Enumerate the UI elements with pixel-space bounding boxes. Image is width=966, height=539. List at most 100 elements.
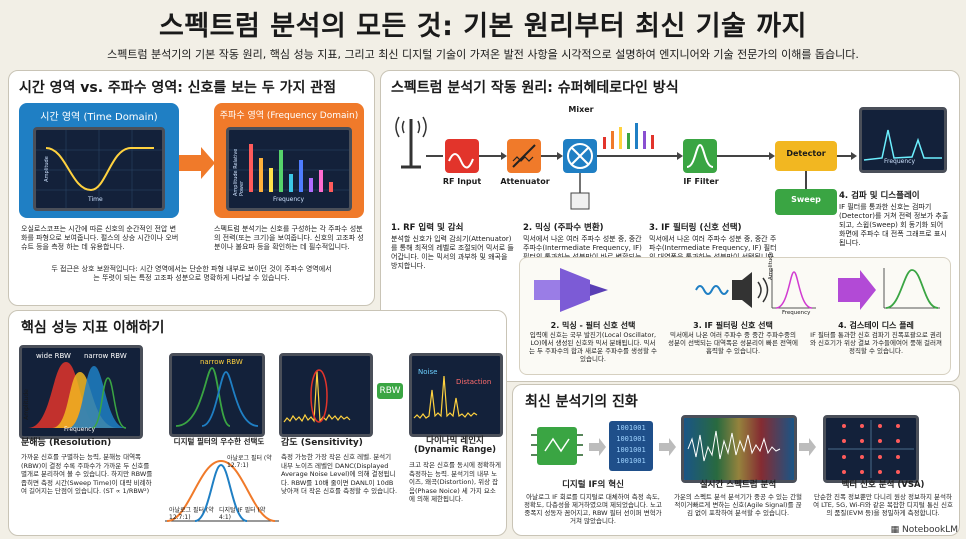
resolution-axis-y: Amplitude [22,389,30,420]
domain-panel: 시간 영역 vs. 주파수 영역: 신호를 보는 두 가지 관점 시간 영역 (… [8,70,375,306]
filter-digital-label: 디지털 IF 필터 (약 4:1) [219,507,266,521]
domain-bottom-desc: 두 접근은 상호 보완적입니다: 시간 영역에서는 단순한 파형 내부로 보이던… [51,265,332,282]
step-4-title: 4. 검파 및 디스플레이 [839,191,920,201]
freq-domain-card: 주파수 영역 (Frequency Domain) Frequency Ampl… [214,103,364,218]
sub-step-2-title: 2. 믹싱 - 필터 신호 선택 [550,321,636,330]
filter-analog-label: 아날로그 필터 (약 12.7:1) [227,455,272,469]
vsa-screen [823,415,919,483]
time-domain-desc: 오실로스코프는 시간에 따른 신호의 순간적인 전압 변화를 파형으로 보여줍니… [21,225,179,251]
realtime-title: 실시간 스펙트럼 분석 [699,480,777,490]
if-filter-label: IF Filter [683,177,719,186]
analyzer-screen: Frequency Amplitude Relative Power [226,127,352,211]
freq-domain-label: 주파수 영역 (Frequency Domain) [219,111,359,121]
metrics-panel-title: 핵심 성능 지표 이해하기 [21,320,165,336]
filter-curve [165,459,279,522]
evolution-panel: 최신 분석기의 진화 1001001 1001001 1001001 10010… [512,384,960,536]
sub-axis-y: Amplitude [768,251,774,280]
evolution-arrow-icon-3 [799,438,816,456]
display-trace [863,129,942,161]
step-3-title: 3. IF 필터링 (신호 선택) [649,223,742,233]
time-axis-y: Amplitude [43,156,50,182]
realtime-screen [681,415,797,483]
narrow-rbw-label: narrow RBW [84,352,127,360]
oscilloscope-screen: Time Amplitude [33,127,165,211]
sub-step-4: 4. 검스테이 디스 플레 IF 필터를 통과한 신호 검파기 진폭포괄으로 권… [810,320,942,355]
resolution-screen: wide RBW narrow RBW Frequency [19,345,143,439]
sub-step-4-title: 4. 검스테이 디스 플레 [838,321,914,330]
digital-if-title: 디지털 IF의 혁신 [562,480,624,490]
sub-steps-icons [534,268,940,312]
signal-chain [426,123,857,215]
domain-panel-title: 시간 영역 vs. 주파수 영역: 신호를 보는 두 가지 관점 [19,80,336,96]
dynamic-desc: 크고 작은 신호를 동시에 정확하게 측정하는 능력. 분석기의 내부 노이즈,… [409,461,501,503]
realtime-desc: 가운의 스펙트 분석 분석기가 중공 수 있는 간헐적이거빠르게 변하는 신호(… [673,493,803,517]
binary-block: 1001001 1001001 1001001 1001001 [609,421,653,471]
resolution-desc: 가까운 신호를 구별하는 능력, 분해능 대역폭(RBW)이 결정 수록 주파수… [21,453,153,495]
sub-step-3-desc: 믹서에서 나온 여러 주파수 중 중간 주파수중의 성분이 선택되는 대역폭은 … [668,331,798,355]
dynamic-screen: Noise Distaction [409,353,503,437]
rf-input-label: RF Input [442,177,482,186]
freq-bars [229,144,349,192]
principle-panel-title: 스펙트럼 분석기 작동 원리: 슈퍼헤테로다인 방식 [391,80,679,96]
page-subtitle: 스펙트럼 분석기의 기본 작동 원리, 핵심 성능 지표, 그리고 최신 디지털… [107,48,859,61]
binary-line-2: 1001001 [616,435,646,443]
evolution-arrow-icon-2 [659,438,676,456]
time-waveform [36,130,162,208]
binary-line-1: 1001001 [616,424,646,432]
step-1: 1. RF 입력 및 감쇠 분석할 신호가 입력 감쇠기(Attenuator)… [391,221,516,271]
step-4: 4. 검파 및 디스플레이 IF 필터를 통과한 신호는 검파기(Detecto… [839,189,951,248]
dynamic-chart [413,375,478,419]
vsa-constellation [828,420,914,478]
digital-if-desc: 아날로그 IF 회로를 디지털로 대체하여 측정 속도, 정확도, 다층성을 제… [524,493,662,525]
binary-line-3: 1001001 [616,446,646,454]
page-title: 스펙트럼 분석의 모든 것: 기본 원리부터 최신 기술 까지 [159,11,807,42]
filter-analog-label-2: 아날로그 필터 (약 12.7:1) [169,507,214,521]
attenuator-label: Attenuator [500,177,550,186]
resolution-title: 분해능 (Resolution) [21,438,112,448]
step-4-desc: IF 필터를 통과한 신호는 검파기(Detector)를 거쳐 전력 정보가 … [839,203,949,247]
mixer-label: Mixer [568,105,594,114]
brand-label: ▦ NotebookLM [891,525,958,535]
resolution-chart [28,362,127,429]
binary-line-4: 1001001 [616,457,646,465]
sensitivity-title: 감도 (Sensitivity) [281,438,363,448]
metrics-panel: 핵심 성능 지표 이해하기 wide RBW narrow RBW Freque… [8,310,507,536]
sweep-label: Sweep [791,195,821,204]
time-domain-card: 시간 영역 (Time Domain) Time Amplitude [19,103,179,218]
sensitivity-desc: 측정 가능한 가장 작은 신호 레벨. 분석기 내부 노이즈 레벨인 DANC(… [281,453,398,495]
freq-domain-desc: 스펙트럼 분석기는 신호를 구성하는 각 주파수 성분의 전력(또는 크기)을 … [214,225,364,251]
time-domain-label: 시간 영역 (Time Domain) [40,112,158,123]
filter-title: 디지털 필터의 우수한 선택도 [173,437,265,446]
sensitivity-chart [283,369,351,423]
freq-axis-x: Frequency [273,196,304,203]
detector-label: Detector [786,149,826,158]
notebook-icon: ▦ [890,525,900,535]
narrow-rbw-chart [175,367,259,427]
resolution-axis-x: Frequency [64,426,95,433]
sub-step-2: 2. 믹싱 - 필터 신호 선택 입력에 신호는 국부 발진기(Local Os… [528,320,658,363]
sensitivity-screen [279,353,373,437]
narrow-rbw-label-2: narrow RBW [200,358,243,366]
sub-step-4-desc: IF 필터를 통과한 신호 검파기 진폭포괄으로 권리와 신호기가 위상 결보 … [810,331,942,355]
wide-rbw-label: wide RBW [36,352,71,360]
time-axis-x: Time [88,196,103,203]
domain-arrow-icon [179,147,215,179]
sub-step-3: 3. IF 필터링 신호 선택 믹서에서 나온 여러 주파수 중 중간 주파수중… [668,320,798,355]
chip-icon [531,427,583,465]
sub-step-3-title: 3. IF 필터링 신호 선택 [693,321,773,330]
display-axis: Frequency [884,158,915,165]
sub-step-2-desc: 입력에 신호는 국부 발진기(Local Oscillator, LO)에서 생… [528,331,658,363]
display-screen: Frequency [859,107,947,173]
distortion-label: Distaction [456,378,492,386]
vsa-desc: 단순한 진폭 정보뿐만 다니리 원상 정보하지 분석하여 LTE, 5G, Wi… [813,493,953,517]
realtime-spectrogram [684,418,794,480]
vsa-title: 벡터 신호 분석 (VSA) [841,480,925,490]
step-1-desc: 분석할 신호가 입력 감쇠기(Attenuator)를 통해 최적의 레벨로 조… [391,235,514,270]
narrow-rbw-screen: narrow RBW [169,353,265,437]
brand-text: NotebookLM [901,525,958,535]
step-1-title: 1. RF 입력 및 감쇠 [391,223,464,233]
sub-steps-panel: Amplitude Frequency 2. 믹싱 - 필터 신호 선택 입력에… [519,252,951,375]
noise-label: Noise [418,368,438,376]
evolution-arrow-icon-1 [589,438,606,456]
dynamic-title: 다이나믹 레인지 (Dynamic Range) [413,436,497,455]
